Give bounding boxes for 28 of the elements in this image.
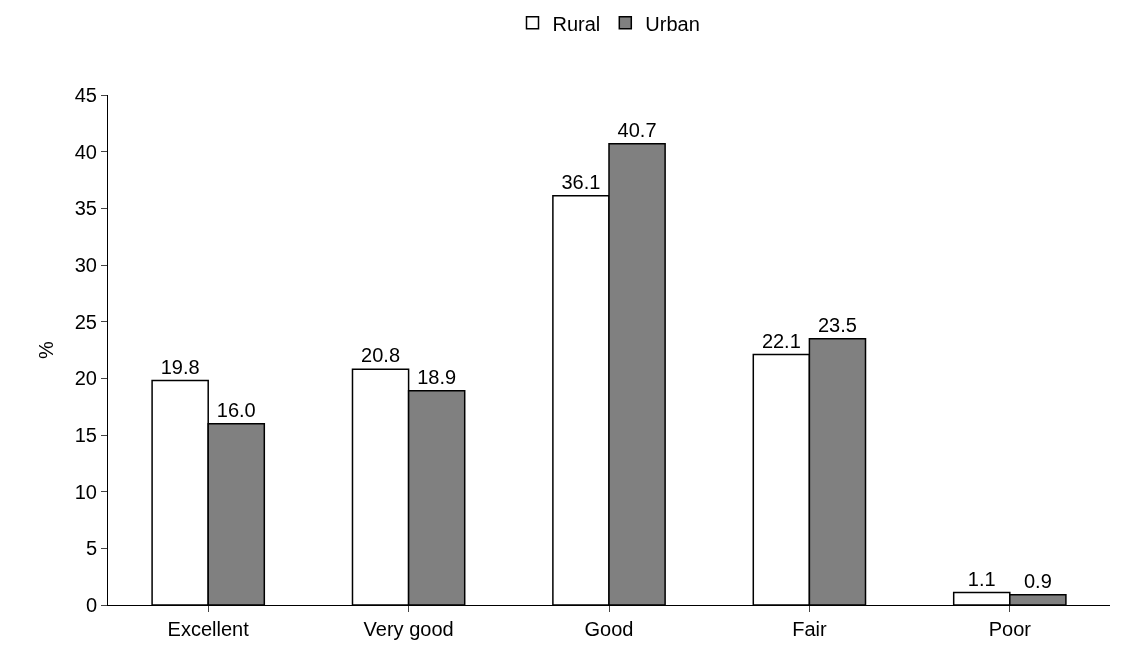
data-label: 36.1 (561, 170, 601, 193)
y-tick-label: 5 (85, 537, 97, 560)
y-tick-label: 45 (74, 84, 97, 106)
data-label: 19.8 (160, 355, 200, 378)
data-label: 0.9 (1023, 569, 1052, 592)
x-tick-label: Very good (363, 618, 454, 640)
x-tick-label: Fair (792, 618, 827, 640)
data-label: 40.7 (617, 118, 657, 141)
data-label: 1.1 (967, 567, 996, 590)
y-tick-label: 15 (74, 424, 97, 446)
y-tick-label: 10 (74, 480, 97, 503)
y-axis-title: % (35, 340, 58, 359)
y-tick-label: 40 (74, 140, 97, 163)
data-label: 16.0 (216, 398, 256, 421)
y-tick-label: 20 (74, 367, 97, 390)
data-label: 22.1 (761, 329, 801, 352)
y-tick-label: 0 (85, 594, 97, 616)
x-tick-label: Poor (988, 618, 1032, 640)
data-label: 20.8 (361, 344, 401, 367)
y-tick-label: 25 (74, 310, 97, 333)
x-tick-label: Good (584, 618, 634, 640)
data-label: 23.5 (817, 313, 857, 336)
y-tick-label: 35 (74, 197, 97, 220)
y-tick-label: 30 (74, 254, 97, 276)
legend-label: Urban (645, 12, 700, 35)
x-tick-label: Excellent (167, 618, 250, 640)
data-label: 18.9 (417, 365, 457, 388)
legend-label: Rural (552, 12, 601, 35)
